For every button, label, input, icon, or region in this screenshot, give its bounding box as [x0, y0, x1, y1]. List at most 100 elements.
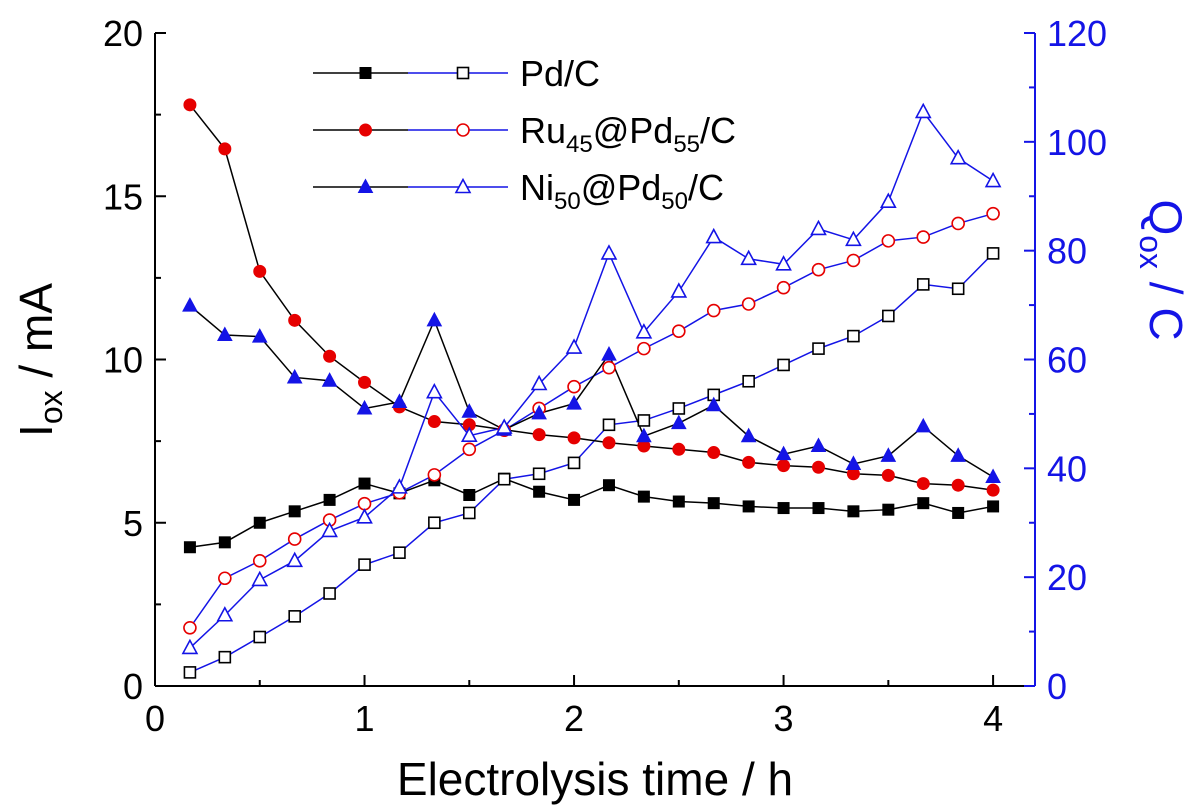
data-point-series-2	[183, 98, 197, 112]
data-point-series-5	[740, 249, 757, 266]
series-line-0	[189, 477, 994, 548]
data-point-series-2	[532, 428, 546, 442]
data-point-series-2	[323, 349, 337, 363]
data-point-series-4	[670, 414, 687, 430]
data-point-series-3	[218, 571, 232, 586]
data-point-series-3	[252, 554, 267, 568]
data-point-series-3	[741, 297, 756, 311]
data-point-series-4	[985, 468, 1001, 484]
data-point-series-1	[428, 516, 441, 530]
data-point-series-4	[531, 404, 547, 420]
data-point-series-5	[600, 244, 618, 260]
data-point-series-5	[495, 418, 513, 434]
y-right-tick-label: 80	[1047, 231, 1087, 272]
data-point-series-5	[251, 570, 269, 587]
data-point-series-5	[879, 192, 897, 208]
data-point-series-4	[775, 445, 792, 461]
data-point-series-1	[742, 374, 755, 388]
data-point-series-2	[218, 142, 232, 156]
series-line-1	[189, 252, 994, 674]
y-right-tick-label: 40	[1047, 448, 1087, 489]
data-point-series-3	[951, 216, 965, 231]
data-point-series-3	[287, 532, 302, 546]
data-point-series-1	[532, 467, 546, 481]
data-point-series-2	[742, 455, 756, 469]
data-point-series-2	[672, 442, 686, 456]
data-point-series-1	[497, 472, 511, 486]
data-point-series-4	[461, 403, 478, 418]
data-point-series-3	[776, 280, 791, 295]
data-point-series-5	[181, 638, 199, 655]
data-point-series-0	[218, 536, 231, 549]
data-point-series-5	[914, 102, 932, 119]
data-point-series-0	[323, 493, 336, 506]
data-point-series-1	[218, 650, 232, 664]
x-tick-label: 3	[774, 698, 794, 739]
data-point-series-2	[567, 431, 581, 445]
data-point-series-3	[427, 468, 442, 482]
data-point-series-2	[986, 483, 1000, 497]
legend-marker-open	[456, 66, 470, 80]
data-point-series-0	[707, 497, 720, 510]
data-point-series-0	[987, 500, 1000, 513]
series-line-4	[189, 305, 994, 478]
data-point-series-4	[251, 328, 268, 343]
data-point-series-5	[949, 148, 967, 165]
y-left-tick-label: 10	[103, 340, 143, 381]
data-point-series-3	[357, 496, 372, 511]
data-point-series-4	[182, 297, 198, 312]
data-point-series-4	[391, 393, 408, 408]
data-point-series-4	[601, 346, 617, 361]
data-point-series-4	[426, 311, 443, 327]
data-point-series-5	[845, 230, 862, 247]
data-point-series-2	[707, 446, 721, 460]
data-point-series-3	[706, 303, 721, 318]
data-point-series-1	[567, 456, 581, 470]
legend-label: Ni50@Pd50/C	[520, 167, 724, 215]
data-point-series-2	[288, 313, 302, 327]
data-point-series-0	[882, 503, 895, 516]
data-point-series-3	[846, 253, 861, 268]
data-point-series-2	[602, 436, 616, 450]
data-point-series-5	[530, 374, 548, 391]
data-point-series-5	[810, 219, 827, 236]
data-point-series-4	[950, 447, 967, 462]
data-point-series-3	[672, 324, 686, 339]
x-tick-label: 4	[983, 698, 1003, 739]
data-point-series-5	[216, 606, 234, 622]
data-point-series-1	[637, 414, 651, 427]
series-line-2	[189, 104, 994, 491]
data-point-series-2	[358, 375, 372, 389]
y-right-tick-label: 0	[1047, 666, 1067, 707]
data-point-series-5	[286, 551, 304, 568]
y-axis-left-title-sub: ox	[33, 390, 69, 424]
data-point-series-2	[777, 459, 791, 473]
data-point-series-5	[391, 478, 408, 494]
x-axis-title: Electrolysis time / h	[397, 753, 793, 805]
data-point-series-1	[882, 309, 895, 323]
data-point-series-0	[637, 490, 650, 503]
y-axis-right-title-sub: ox	[1133, 235, 1169, 269]
y-right-tick-label: 100	[1047, 122, 1107, 163]
y-axis-right-title: Qox / C	[1133, 199, 1192, 340]
data-point-series-4	[880, 447, 897, 462]
data-point-series-4	[705, 396, 722, 412]
data-point-series-1	[672, 402, 686, 415]
data-point-series-4	[216, 326, 233, 342]
data-point-series-3	[462, 442, 477, 457]
y-axis-left-title: Iox / mA	[10, 283, 69, 437]
legend-marker-filled	[357, 178, 374, 193]
data-point-series-5	[775, 255, 792, 271]
data-point-series-1	[288, 610, 301, 623]
y-left-tick-label: 5	[123, 503, 143, 544]
data-point-series-1	[253, 630, 267, 644]
data-point-series-0	[533, 485, 546, 498]
x-tick-label: 1	[355, 698, 375, 739]
data-point-series-4	[810, 437, 827, 453]
data-point-series-2	[811, 460, 825, 474]
data-point-series-5	[984, 171, 1002, 188]
y-right-tick-label: 60	[1047, 340, 1087, 381]
legend-marker-open	[456, 123, 470, 137]
